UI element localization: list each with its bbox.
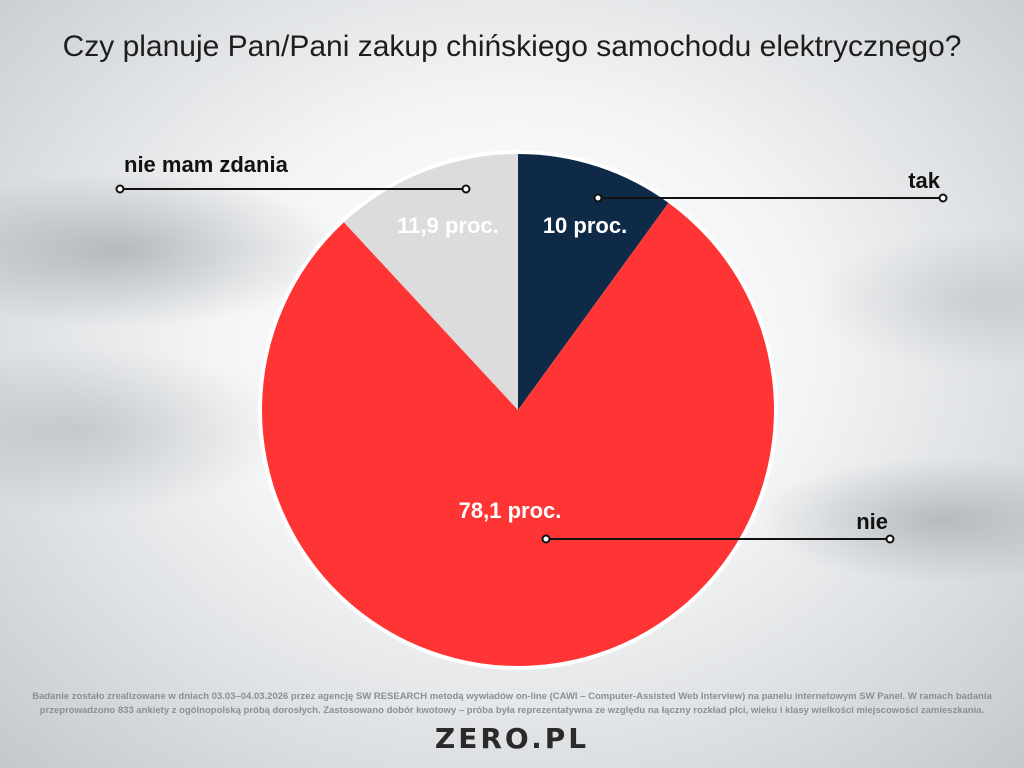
footnote-line-1: Badanie zostało zrealizowane w dniach 03… — [32, 691, 992, 702]
callout-dot-inner-nie — [541, 534, 551, 544]
value-label-nie-mam-zdania: 11,9 proc. — [397, 213, 499, 238]
category-label-nie: nie — [856, 509, 888, 534]
callout-dot-outer-tak — [938, 193, 948, 203]
pie-slice-nie — [262, 202, 774, 667]
chart-title: Czy planuje Pan/Pani zakup chińskiego sa… — [62, 30, 962, 63]
callout-dot-outer-nie-mam-zdania — [115, 184, 125, 194]
pie-slice-nie-mam-zdania — [343, 154, 518, 410]
callout-dot-inner-tak — [593, 193, 603, 203]
category-label-tak: tak — [908, 168, 941, 193]
category-label-nie-mam-zdania: nie mam zdania — [124, 152, 289, 177]
pie-slice-tak — [518, 154, 669, 410]
callout-dot-inner-nie-mam-zdania — [461, 184, 471, 194]
value-label-nie: 78,1 proc. — [459, 498, 562, 523]
footnote: Badanie zostało zrealizowane w dniach 03… — [20, 690, 1004, 718]
zero-pl-logo: ZERO.PL — [434, 722, 590, 755]
footnote-line-2: przeprowadzono 833 ankiety z ogólnopolsk… — [39, 705, 985, 716]
callout-dot-outer-nie — [885, 534, 895, 544]
value-label-tak: 10 proc. — [543, 213, 627, 238]
